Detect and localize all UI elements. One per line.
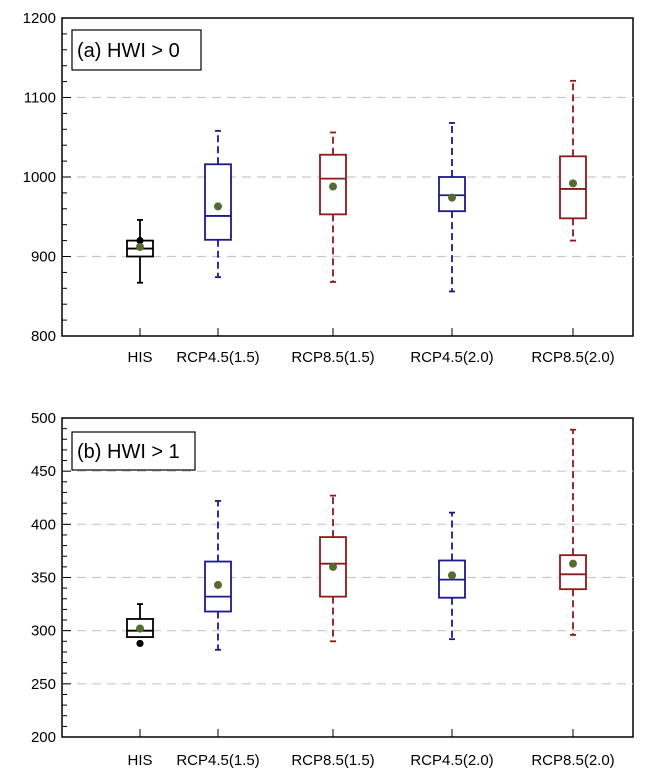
panel-b-category-label: RCP8.5(1.5) bbox=[291, 752, 374, 768]
panel-b-outlier-point bbox=[136, 639, 144, 648]
panel-a-ytick-label: 1200 bbox=[23, 10, 56, 27]
panel-a-label: (a) HWI > 0 bbox=[71, 29, 202, 71]
panel-a-ytick-label: 1000 bbox=[23, 169, 56, 186]
panel-a-mean-point bbox=[136, 242, 144, 251]
panel-a-iqr-box bbox=[204, 163, 232, 241]
panel-b-box-1 bbox=[204, 500, 232, 651]
panel-b-ytick-label: 450 bbox=[31, 463, 56, 480]
panel-b-mean-point bbox=[214, 580, 222, 589]
panel-a-mean-point bbox=[214, 202, 222, 211]
panel-a-category-label: RCP8.5(2.0) bbox=[531, 349, 614, 366]
panel-a-ytick-label: 900 bbox=[31, 249, 56, 266]
panel-b-ticks: 200 250 300 350 400 450 500 HIS RCP4.5(1.5) RCP8.… bbox=[31, 410, 615, 769]
panel-b-label: (b) HWI > 1 bbox=[71, 431, 196, 471]
panel-a-category-label: RCP8.5(1.5) bbox=[291, 349, 374, 366]
panel-a-box-0 bbox=[126, 219, 154, 284]
panel-a-outlier-point bbox=[136, 237, 144, 245]
panel-b-ytick-label: 350 bbox=[31, 570, 56, 587]
panel-a-category-label: RCP4.5(2.0) bbox=[410, 349, 493, 366]
panel-b-label-frame bbox=[71, 431, 196, 471]
panel-b-category-label: RCP4.5(2.0) bbox=[410, 752, 493, 768]
panel-a-box-3 bbox=[438, 122, 466, 293]
panel-b-boxes bbox=[126, 428, 587, 651]
panel-a-mean-point bbox=[448, 193, 456, 202]
panel-a-mean-point bbox=[569, 179, 577, 188]
panel-a-grid bbox=[62, 96, 633, 258]
panel-b-ytick-label: 500 bbox=[31, 410, 56, 427]
panel-a-box-1 bbox=[204, 129, 232, 279]
panel-b: 200 250 300 350 400 450 500 HIS RCP4.5(1.5) RCP8.… bbox=[31, 410, 634, 769]
panel-b-mean-point bbox=[136, 624, 144, 633]
panel-a: 800 900 1000 1100 1200 HIS RCP4.5(1.5) RCP8.5(1… bbox=[23, 10, 634, 366]
panel-b-mean-point bbox=[569, 559, 577, 568]
panel-b-mean-point bbox=[329, 562, 337, 571]
panel-b-grid bbox=[62, 470, 633, 685]
panel-a-category-label: RCP4.5(1.5) bbox=[176, 349, 259, 366]
panel-b-ytick-label: 300 bbox=[31, 623, 56, 640]
panel-a-label-frame bbox=[71, 29, 202, 71]
panel-b-ytick-label: 400 bbox=[31, 516, 56, 533]
panel-b-box-3 bbox=[438, 511, 466, 641]
panel-a-boxes bbox=[126, 79, 587, 293]
panel-b-category-label: RCP4.5(1.5) bbox=[176, 752, 259, 768]
panel-b-category-label: HIS bbox=[127, 752, 152, 768]
panel-b-mean-point bbox=[448, 571, 456, 580]
panel-a-box-4 bbox=[559, 79, 587, 242]
panel-b-label-text: (b) HWI > 1 bbox=[77, 441, 180, 463]
panel-a-ytick-label: 800 bbox=[31, 328, 56, 345]
panel-a-category-label: HIS bbox=[127, 349, 152, 366]
panel-b-box-2 bbox=[319, 494, 347, 643]
panel-a-mean-point bbox=[329, 182, 337, 191]
panel-a-ytick-label: 1100 bbox=[24, 90, 56, 107]
panel-b-ytick-label: 250 bbox=[31, 676, 56, 693]
panel-a-box-2 bbox=[319, 131, 347, 283]
panel-b-category-label: RCP8.5(2.0) bbox=[531, 752, 614, 768]
panel-b-box-0 bbox=[126, 603, 154, 648]
panel-b-ytick-label: 200 bbox=[31, 729, 56, 746]
panel-a-label-text: (a) HWI > 0 bbox=[77, 40, 180, 62]
panel-a-ticks: 800 900 1000 1100 1200 HIS RCP4.5(1.5) RCP8.5(1… bbox=[23, 10, 615, 366]
panel-b-box-4 bbox=[559, 428, 587, 636]
